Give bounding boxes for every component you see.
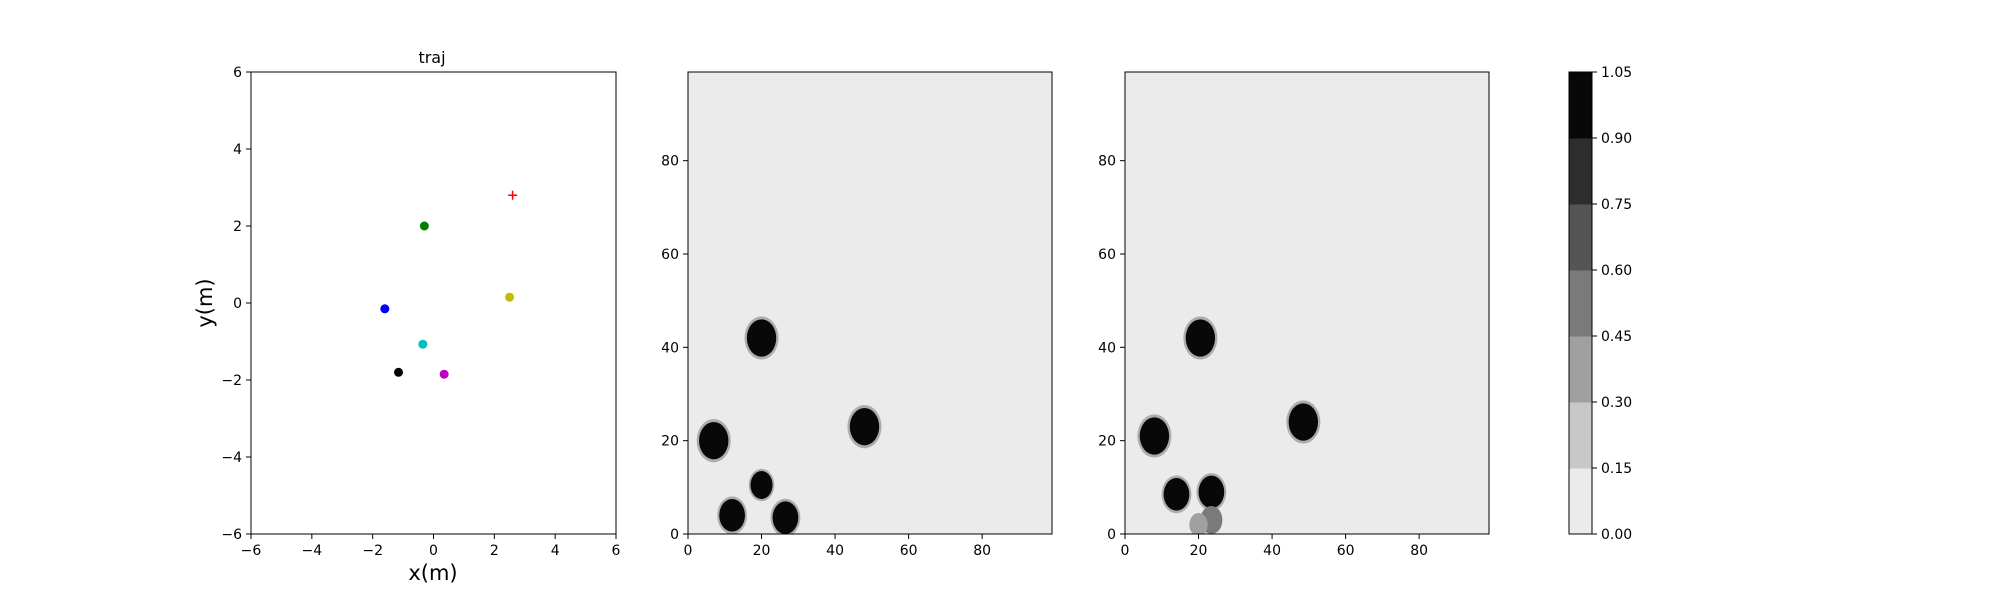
map-2-ytick-label: 20 <box>1098 434 1116 450</box>
map-1-obstacle <box>849 408 880 446</box>
traj-ytick-label: 0 <box>233 296 242 312</box>
traj-xtick-label: 2 <box>490 543 499 559</box>
map-1-obstacle <box>699 422 729 460</box>
traj-xtick-label: 6 <box>612 543 621 559</box>
traj-ytick-label: 4 <box>233 142 242 158</box>
map-2-obstacle <box>1139 417 1170 455</box>
traj-xtick-label: −4 <box>302 543 323 559</box>
map-2-xtick-label: 0 <box>1121 543 1130 559</box>
map-1-ytick-label: 40 <box>661 340 679 356</box>
traj-panel: traj −6 −4 −2 0 2 4 6 −6 −4 −2 0 2 4 6 x(m) y(m) <box>193 48 621 585</box>
traj-points <box>380 190 518 379</box>
colorbar-tick-label: 0.30 <box>1601 395 1632 411</box>
map-1-ytick-label: 80 <box>661 154 679 170</box>
colorbar: 0.00 0.15 0.30 0.45 0.60 0.75 0.90 1.05 <box>1568 65 1632 543</box>
map-1-obstacle <box>772 501 799 534</box>
map-2-xtick-label: 40 <box>1263 543 1281 559</box>
colorbar-bands <box>1569 72 1592 535</box>
map-1-xtick-label: 40 <box>826 543 844 559</box>
map-panel-1: 0 20 40 60 80 0 20 40 60 80 <box>661 71 1053 559</box>
traj-xtick-label: 4 <box>551 543 560 559</box>
map-2-obstacle <box>1163 478 1190 511</box>
map-2-xtick-label: 60 <box>1337 543 1355 559</box>
traj-point <box>419 221 429 231</box>
traj-ytick-label: −6 <box>221 527 242 543</box>
colorbar-ticks: 0.00 0.15 0.30 0.45 0.60 0.75 0.90 1.05 <box>1592 65 1632 543</box>
traj-goal-marker <box>508 190 518 200</box>
map-2-xtick-label: 20 <box>1190 543 1208 559</box>
traj-ticks: −6 −4 −2 0 2 4 6 −6 −4 −2 0 2 4 6 <box>221 65 620 559</box>
map-1-ytick-label: 60 <box>661 247 679 263</box>
map-2-obstacle <box>1189 513 1208 534</box>
map-2-ytick-label: 60 <box>1098 247 1116 263</box>
map-1-obstacle <box>719 498 745 532</box>
colorbar-band <box>1569 402 1592 469</box>
map-2-frame <box>1124 71 1490 535</box>
traj-ytick-label: −4 <box>221 450 242 466</box>
traj-point <box>505 292 515 302</box>
map-2-ytick-label: 40 <box>1098 340 1116 356</box>
map-1-background <box>688 72 1052 534</box>
map-2-obstacle <box>1185 319 1216 357</box>
map-2-obstacle <box>1198 475 1225 509</box>
map-1-ticks: 0 20 40 60 80 0 20 40 60 80 <box>661 154 991 559</box>
colorbar-band <box>1569 72 1592 139</box>
map-1-obstacle <box>750 471 773 499</box>
colorbar-tick-label: 0.60 <box>1601 263 1632 279</box>
map-1-obstacles <box>696 316 882 534</box>
colorbar-band <box>1569 336 1592 403</box>
colorbar-tick-label: 0.45 <box>1601 329 1632 345</box>
traj-xtick-label: 0 <box>429 543 438 559</box>
traj-ytick-label: 6 <box>233 65 242 81</box>
traj-ytick-label: 2 <box>233 219 242 235</box>
traj-xtick-label: −2 <box>362 543 383 559</box>
map-1-ytick-label: 0 <box>670 527 679 543</box>
map-2-xtick-label: 80 <box>1410 543 1428 559</box>
colorbar-tick-label: 0.90 <box>1601 131 1632 147</box>
map-panel-2: 0 20 40 60 80 0 20 40 60 80 <box>1098 71 1490 559</box>
traj-xtick-label: −6 <box>241 543 262 559</box>
traj-ylabel: y(m) <box>193 278 217 327</box>
colorbar-band <box>1569 204 1592 271</box>
map-1-obstacle <box>746 319 777 357</box>
map-2-obstacle <box>1288 403 1319 441</box>
map-1-xtick-label: 60 <box>900 543 918 559</box>
colorbar-tick-label: 1.05 <box>1601 65 1632 81</box>
map-2-background <box>1125 72 1489 534</box>
colorbar-band <box>1569 138 1592 205</box>
map-1-frame <box>687 71 1053 535</box>
map-1-ytick-label: 20 <box>661 434 679 450</box>
map-1-xtick-label: 80 <box>973 543 991 559</box>
colorbar-tick-label: 0.15 <box>1601 461 1632 477</box>
map-1-xtick-label: 20 <box>753 543 771 559</box>
colorbar-band <box>1569 468 1592 535</box>
map-2-ticks: 0 20 40 60 80 0 20 40 60 80 <box>1098 154 1428 559</box>
map-1-xtick-label: 0 <box>684 543 693 559</box>
map-2-obstacles <box>1137 316 1321 534</box>
colorbar-frame <box>1568 71 1593 535</box>
traj-ytick-label: −2 <box>221 373 242 389</box>
traj-point <box>418 339 428 349</box>
traj-xlabel: x(m) <box>408 561 457 585</box>
traj-plot-frame <box>250 71 617 535</box>
map-2-ytick-label: 0 <box>1107 527 1116 543</box>
traj-point <box>394 367 404 377</box>
traj-point <box>439 369 449 379</box>
colorbar-band <box>1569 270 1592 337</box>
colorbar-tick-label: 0.00 <box>1601 527 1632 543</box>
traj-title: traj <box>418 48 445 67</box>
colorbar-tick-label: 0.75 <box>1601 197 1632 213</box>
map-2-ytick-label: 80 <box>1098 154 1116 170</box>
traj-point <box>380 304 390 314</box>
